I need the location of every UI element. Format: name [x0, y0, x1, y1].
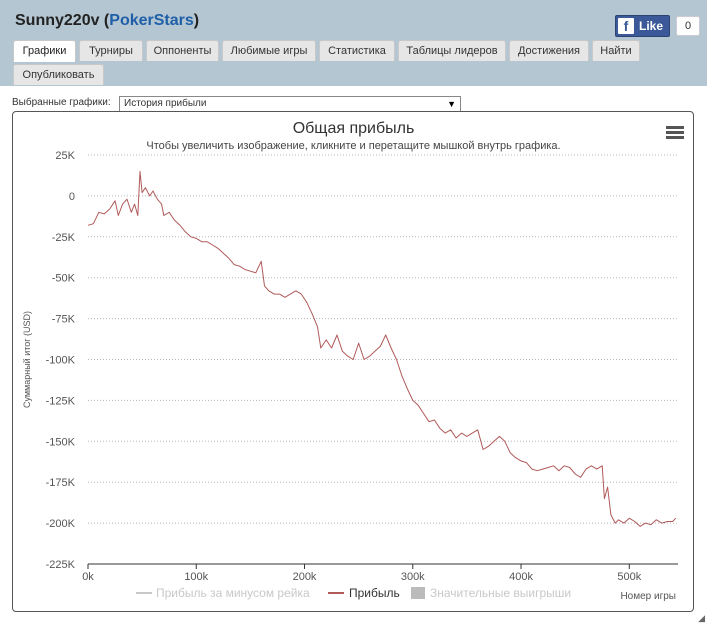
y-tick-label: -50K	[52, 273, 76, 285]
y-tick-label: -75K	[52, 314, 76, 326]
chart-title: Общая прибыль	[292, 120, 415, 137]
legend-item-no-rake: Прибыль за минусом рейка	[156, 586, 310, 600]
graph-selector-label: Выбранные графики:	[12, 97, 111, 108]
x-tick-label: 0k	[82, 571, 94, 583]
y-tick-label: -25K	[52, 232, 76, 244]
graph-select-value: История прибыли	[124, 98, 207, 109]
page-title: Sunny220v (PokerStars)	[15, 12, 200, 29]
x-tick-label: 100k	[184, 571, 208, 583]
chart-menu-icon[interactable]	[666, 126, 684, 140]
x-axis-title: Номер игры	[620, 591, 676, 602]
like-label: Like	[639, 19, 664, 33]
dropdown-arrow-icon: ▼	[447, 99, 456, 109]
x-tick-label: 500k	[617, 571, 641, 583]
x-tick-label: 300k	[401, 571, 425, 583]
site-name: PokerStars	[109, 12, 194, 29]
y-tick-label: -225K	[46, 559, 76, 571]
x-tick-label: 200k	[293, 571, 317, 583]
resize-grip-icon[interactable]: ◢	[698, 613, 705, 623]
facebook-like-button[interactable]: f Like	[615, 15, 671, 37]
tab-find[interactable]: Найти	[592, 40, 640, 61]
legend-item-profit: Прибыль	[349, 586, 400, 600]
tab-achievements[interactable]: Достижения	[509, 40, 589, 61]
profit-series-line	[87, 170, 677, 527]
legend-swatch-big-wins[interactable]	[411, 587, 425, 599]
chart-subtitle: Чтобы увеличить изображение, кликните и …	[146, 140, 561, 152]
player-name: Sunny220v	[15, 12, 100, 29]
chart-frame[interactable]	[12, 111, 694, 612]
y-axis-title: Суммарный итог (USD)	[22, 311, 32, 408]
tab-leaderboards[interactable]: Таблицы лидеров	[398, 40, 506, 61]
tab-statistics[interactable]: Статистика	[319, 40, 395, 61]
y-tick-label: -175K	[46, 477, 76, 489]
like-count: 0	[676, 16, 701, 36]
facebook-icon: f	[618, 18, 634, 34]
tab-graphs[interactable]: Графики	[13, 40, 76, 62]
tab-publish[interactable]: Опубликовать	[13, 64, 104, 85]
y-tick-label: -200K	[46, 518, 76, 530]
y-tick-label: -125K	[46, 395, 76, 407]
tab-tournaments[interactable]: Турниры	[79, 40, 143, 61]
y-tick-label: 25K	[55, 150, 75, 162]
x-tick-label: 400k	[509, 571, 533, 583]
legend-item-big-wins: Значительные выигрыши	[430, 586, 571, 600]
facebook-like: f Like 0	[615, 15, 701, 37]
y-tick-label: 0	[69, 191, 75, 203]
tab-favorite-games[interactable]: Любимые игры	[222, 40, 316, 61]
tab-opponents[interactable]: Оппоненты	[146, 40, 219, 61]
y-tick-label: -150K	[46, 436, 76, 448]
y-tick-label: -100K	[46, 355, 76, 367]
